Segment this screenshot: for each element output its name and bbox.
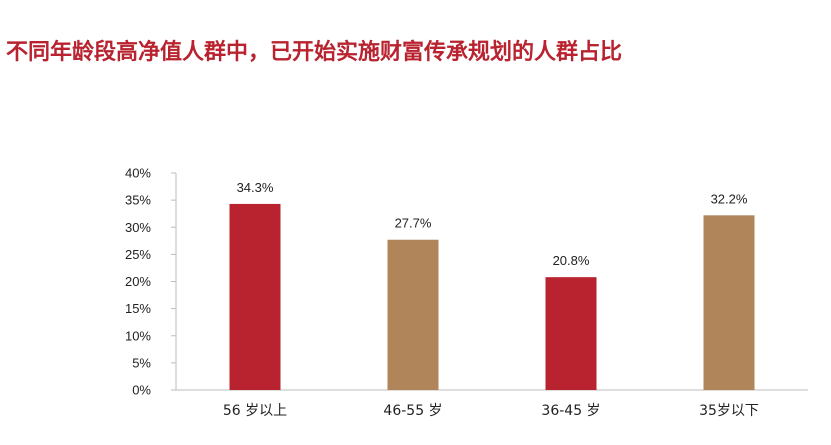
y-tick-label: 35% [125,193,151,208]
y-tick-label: 5% [132,355,151,370]
bar-series [229,203,755,390]
bar [545,277,597,390]
y-tick-label: 40% [125,166,151,181]
data-label: 20.8% [553,253,590,268]
chart-title: 不同年龄段高净值人群中，已开始实施财富传承规划的人群占比 [6,40,623,65]
y-tick-label: 15% [125,301,151,316]
bar [387,239,439,390]
y-tick-label: 10% [125,328,151,343]
data-label: 32.2% [711,191,748,206]
x-category-label: 35岁以下 [699,403,759,419]
y-axis-ticks: 0% 5% 10% 15% 20% 25% 30% 35% 40% [125,166,176,398]
data-labels: 34.3% 27.7% 20.8% 32.2% [237,180,748,268]
x-category-label: 46-55 岁 [383,403,442,419]
x-axis-categories: 56 岁以上 46-55 岁 36-45 岁 35岁以下 [223,403,759,419]
bar [703,215,755,390]
y-tick-label: 20% [125,274,151,289]
y-tick-label: 0% [132,383,151,398]
bar [229,203,281,390]
data-label: 34.3% [237,180,274,195]
y-tick-label: 30% [125,220,151,235]
data-label: 27.7% [395,216,432,231]
x-category-label: 36-45 岁 [541,403,600,419]
y-tick-label: 25% [125,247,151,262]
x-category-label: 56 岁以上 [223,403,287,419]
